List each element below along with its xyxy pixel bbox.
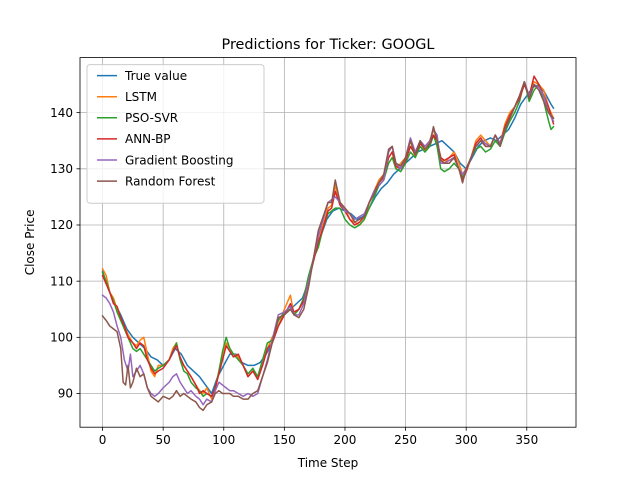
- x-tick-label: 350: [515, 433, 538, 447]
- series-line-random-forest: [101, 81, 555, 412]
- x-axis-ticks: 0 50 100 150 200 250 300 350: [99, 427, 538, 447]
- legend-label: ANN-BP: [125, 132, 171, 146]
- legend-label: True value: [124, 69, 187, 83]
- y-tick-label: 90: [58, 387, 73, 401]
- y-axis-ticks: 90 100 110 120 130 140: [50, 106, 80, 401]
- y-tick-label: 130: [50, 162, 73, 176]
- y-axis-label: Close Price: [23, 210, 37, 276]
- x-tick-label: 200: [334, 433, 357, 447]
- legend-label: Gradient Boosting: [125, 153, 233, 167]
- gridlines: [80, 57, 576, 428]
- plot-frame: [79, 57, 577, 428]
- x-axis-label: Time Step: [297, 456, 359, 470]
- legend-label: PSO-SVR: [125, 111, 178, 125]
- series-lines: [101, 75, 555, 412]
- legend: True value LSTM PSO-SVR ANN-BP Gradient Boos…: [86, 64, 265, 204]
- y-tick-label: 110: [50, 274, 73, 288]
- y-tick-label: 100: [50, 331, 73, 345]
- x-tick-label: 50: [156, 433, 171, 447]
- chart-title: Predictions for Ticker: GOOGL: [222, 37, 435, 53]
- x-tick-label: 150: [273, 433, 296, 447]
- legend-label: LSTM: [125, 90, 157, 104]
- y-tick-label: 140: [50, 106, 73, 120]
- x-tick-label: 0: [99, 433, 107, 447]
- y-tick-label: 120: [50, 218, 73, 232]
- x-tick-label: 300: [455, 433, 478, 447]
- legend-box: [86, 64, 265, 204]
- legend-label: Random Forest: [125, 174, 216, 188]
- x-tick-label: 100: [212, 433, 235, 447]
- x-tick-label: 250: [394, 433, 417, 447]
